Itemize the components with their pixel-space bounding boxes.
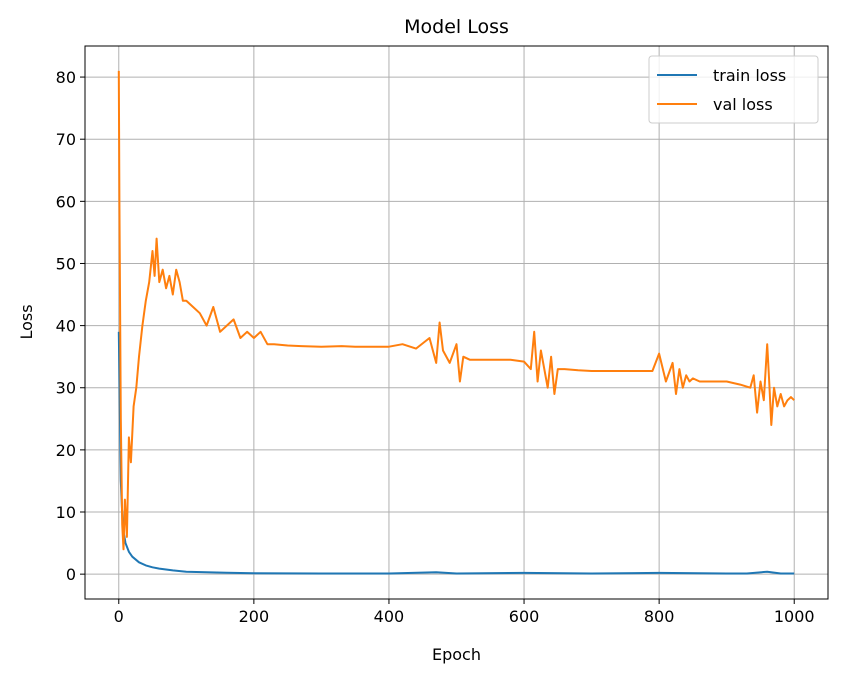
- y-axis-title: Loss: [17, 304, 36, 339]
- y-tick-label: 50: [56, 254, 76, 273]
- x-axis-title: Epoch: [432, 645, 481, 664]
- y-tick-label: 20: [56, 441, 76, 460]
- legend-label: train loss: [713, 66, 786, 85]
- chart-title: Model Loss: [404, 16, 509, 38]
- x-tick-label: 400: [374, 607, 405, 626]
- x-tick-label: 800: [644, 607, 675, 626]
- legend: train loss val loss: [648, 55, 819, 124]
- y-tick-label: 30: [56, 379, 76, 398]
- legend-box: [648, 55, 819, 124]
- series-lines: [117, 70, 795, 575]
- y-tick-label: 60: [56, 192, 76, 211]
- legend-label: val loss: [713, 95, 773, 114]
- y-tick-label: 0: [66, 565, 76, 584]
- grid: [85, 46, 828, 599]
- axis-ticks: 0 200 400 600 800 1000 0 10 20 30 40 50 60 70 80: [56, 68, 815, 626]
- series-line-train-loss: [117, 331, 795, 575]
- x-tick-label: 600: [509, 607, 540, 626]
- x-tick-label: 0: [114, 607, 124, 626]
- y-tick-label: 10: [56, 503, 76, 522]
- y-tick-label: 80: [56, 68, 76, 87]
- y-tick-label: 40: [56, 317, 76, 336]
- y-tick-label: 70: [56, 130, 76, 149]
- x-tick-label: 200: [239, 607, 270, 626]
- plot-frame: [84, 45, 829, 600]
- x-tick-label: 1000: [774, 607, 815, 626]
- series-line-val-loss: [117, 70, 795, 551]
